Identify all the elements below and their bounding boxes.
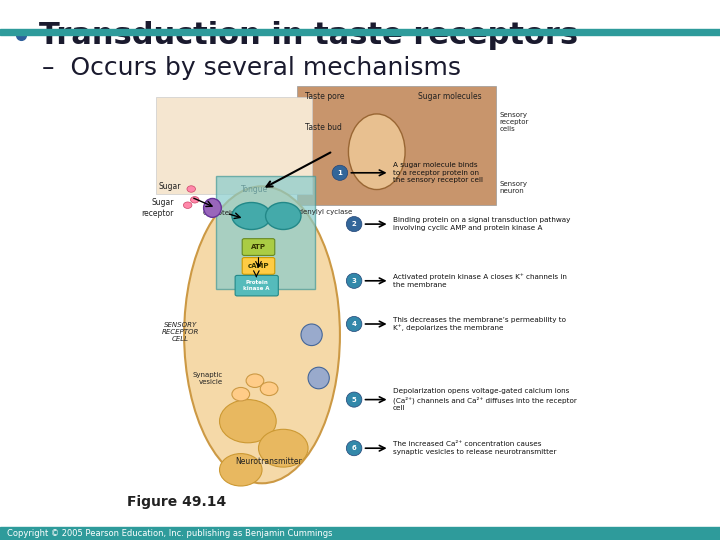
Ellipse shape <box>232 202 271 230</box>
Ellipse shape <box>346 273 362 288</box>
Ellipse shape <box>301 324 323 346</box>
FancyBboxPatch shape <box>156 97 312 194</box>
Text: Sugar molecules: Sugar molecules <box>418 92 482 101</box>
Ellipse shape <box>220 400 276 443</box>
Text: Sugar
receptor: Sugar receptor <box>141 198 174 218</box>
Text: Depolarization opens voltage-gated calcium ions
(Ca²⁺) channels and Ca²⁺ diffuse: Depolarization opens voltage-gated calci… <box>393 388 577 411</box>
Ellipse shape <box>184 202 192 208</box>
FancyBboxPatch shape <box>242 258 275 274</box>
Text: Taste bud: Taste bud <box>305 124 341 132</box>
Ellipse shape <box>346 441 362 456</box>
Ellipse shape <box>346 316 362 332</box>
Text: Binding protein on a signal transduction pathway
involving cyclic AMP and protei: Binding protein on a signal transduction… <box>393 217 570 231</box>
FancyBboxPatch shape <box>297 86 496 205</box>
Ellipse shape <box>204 198 221 217</box>
Text: Sensory
neuron: Sensory neuron <box>499 181 527 194</box>
Text: Sensory
receptor
cells: Sensory receptor cells <box>499 112 528 132</box>
FancyBboxPatch shape <box>216 176 315 289</box>
Ellipse shape <box>346 392 362 407</box>
Text: Synaptic
vesicle: Synaptic vesicle <box>193 372 223 384</box>
Text: 2: 2 <box>351 221 356 227</box>
FancyBboxPatch shape <box>235 275 279 296</box>
Ellipse shape <box>258 429 308 467</box>
Text: Copyright © 2005 Pearson Education, Inc. publishing as Benjamin Cummings: Copyright © 2005 Pearson Education, Inc.… <box>7 529 333 538</box>
Text: Figure 49.14: Figure 49.14 <box>127 495 227 509</box>
Ellipse shape <box>191 197 199 203</box>
Text: The increased Ca²⁺ concentration causes
synaptic vesicles to release neurotransm: The increased Ca²⁺ concentration causes … <box>393 442 557 455</box>
Text: 1: 1 <box>338 170 343 176</box>
Ellipse shape <box>348 114 405 190</box>
Text: Taste pore: Taste pore <box>305 92 344 101</box>
Ellipse shape <box>308 367 329 389</box>
Text: Protein
kinase A: Protein kinase A <box>243 280 270 291</box>
Ellipse shape <box>232 388 250 401</box>
Text: 6: 6 <box>351 445 356 451</box>
Text: cAMP: cAMP <box>248 262 269 269</box>
Text: Adenylyl cyclase: Adenylyl cyclase <box>294 208 352 215</box>
Ellipse shape <box>184 186 340 483</box>
Text: This decreases the membrane’s permeability to
K⁺, depolarizes the membrane: This decreases the membrane’s permeabili… <box>393 317 566 331</box>
Text: Transduction in taste receptors: Transduction in taste receptors <box>39 21 578 50</box>
Ellipse shape <box>260 382 278 395</box>
Ellipse shape <box>187 186 195 192</box>
Text: ATP: ATP <box>251 244 266 250</box>
Text: –  Occurs by several mechanisms: – Occurs by several mechanisms <box>42 56 462 79</box>
Text: 3: 3 <box>351 278 356 284</box>
Text: Activated protein kinase A closes K⁺ channels in
the membrane: Activated protein kinase A closes K⁺ cha… <box>393 274 567 288</box>
Ellipse shape <box>220 454 262 486</box>
Text: A sugar molecule binds
to a receptor protein on
the sensory receptor cell: A sugar molecule binds to a receptor pro… <box>393 163 483 183</box>
FancyBboxPatch shape <box>242 239 275 255</box>
Ellipse shape <box>246 374 264 388</box>
Ellipse shape <box>266 202 301 230</box>
Text: 5: 5 <box>351 396 356 403</box>
Ellipse shape <box>346 217 362 232</box>
Ellipse shape <box>332 165 348 180</box>
Text: SENSORY
RECEPTOR
CELL: SENSORY RECEPTOR CELL <box>162 322 199 342</box>
Text: Neurotransmitter: Neurotransmitter <box>235 457 302 466</box>
Text: Tongue: Tongue <box>241 185 269 194</box>
Text: Sugar: Sugar <box>158 182 181 191</box>
Text: G protein: G protein <box>203 210 236 217</box>
Text: 4: 4 <box>351 321 356 327</box>
